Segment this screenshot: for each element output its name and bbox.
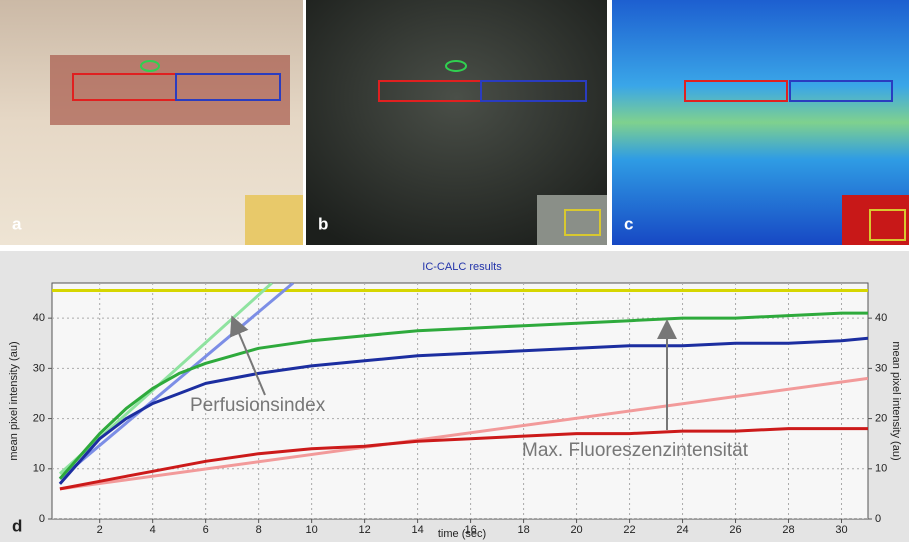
x-tick-label: 18 [517,524,529,536]
y2-tick-label: 20 [875,412,887,424]
y2-axis-title: mean pixel intensity (au) [890,341,902,460]
y-tick-label: 10 [33,463,45,475]
photo-c [612,0,909,245]
panel-label: a [12,214,22,233]
x-tick-label: 20 [570,524,582,536]
y-tick-label: 40 [33,312,45,324]
x-tick-label: 6 [203,524,209,536]
x-tick-label: 26 [729,524,741,536]
y-tick-label: 30 [33,362,45,374]
y-tick-label: 20 [33,412,45,424]
annotation: Perfusionsindex [190,395,326,416]
x-tick-label: 4 [150,524,156,536]
y-tick-label: 0 [39,513,45,525]
page: {"panels": ["a", "b", "c"], "chart_data"… [0,0,909,542]
photo-b [306,0,607,245]
y2-tick-label: 10 [875,463,887,475]
x-tick-label: 8 [256,524,262,536]
x-tick-label: 30 [835,524,847,536]
y2-tick-label: 30 [875,362,887,374]
photo-a [0,0,303,245]
y-axis-title: mean pixel intensity (au) [8,341,20,460]
chart-title: IC-CALC results [422,261,502,273]
x-tick-label: 12 [358,524,370,536]
x-tick-label: 10 [306,524,318,536]
y2-tick-label: 40 [875,312,887,324]
x-tick-label: 2 [97,524,103,536]
x-tick-label: 24 [676,524,688,536]
figure: a b c IC-CALC results d time (sec) mean … [0,0,909,542]
x-tick-label: 16 [464,524,476,536]
panel-label: b [318,214,328,233]
annotation: Max. Fluoreszenzintensität [522,440,749,461]
x-axis-title: time (sec) [438,528,486,540]
panel-label: c [624,214,633,233]
x-tick-label: 14 [411,524,423,536]
panel-label: d [12,516,22,535]
y2-tick-label: 0 [875,513,881,525]
x-tick-label: 22 [623,524,635,536]
x-tick-label: 28 [782,524,794,536]
